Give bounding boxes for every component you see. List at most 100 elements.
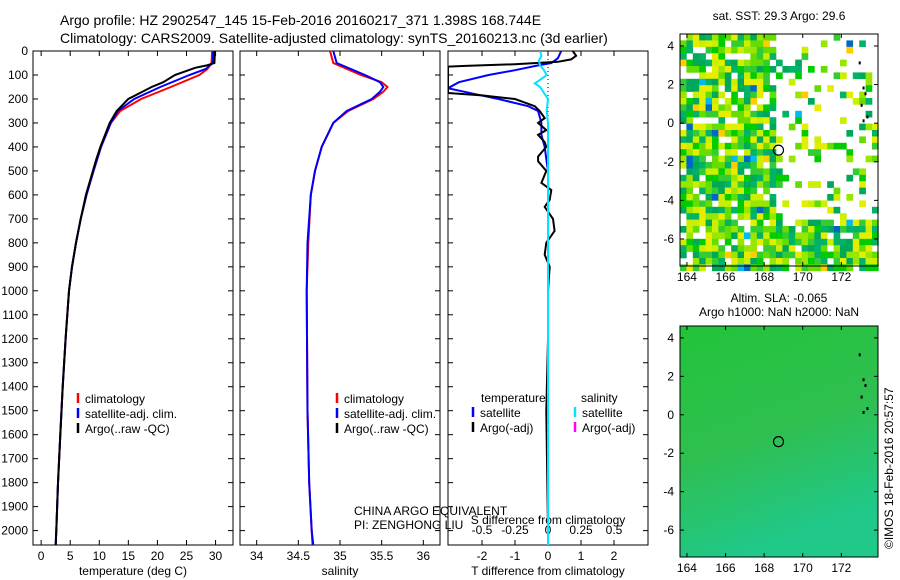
sst-cell bbox=[724, 98, 732, 105]
sst-cell bbox=[692, 181, 700, 188]
sst-cell bbox=[692, 213, 700, 220]
sst-cell bbox=[718, 110, 726, 118]
sst-cell bbox=[737, 136, 745, 144]
sst-cell bbox=[705, 72, 713, 80]
sst-cell bbox=[769, 104, 777, 112]
sst-cell bbox=[692, 245, 700, 252]
sst-cell bbox=[814, 226, 822, 233]
sst-cell bbox=[686, 130, 694, 137]
sst-cell bbox=[724, 78, 732, 86]
sst-cell bbox=[731, 251, 738, 259]
sst-cell bbox=[731, 136, 738, 144]
sst-cell bbox=[737, 117, 745, 124]
sst-cell bbox=[699, 219, 706, 227]
sst-cell bbox=[737, 142, 745, 150]
x-tick-label: 30 bbox=[209, 549, 223, 563]
sst-cell bbox=[731, 110, 738, 118]
sst-cell bbox=[705, 34, 713, 41]
sst-cell bbox=[750, 168, 758, 176]
sst-cell bbox=[827, 142, 834, 150]
y-tick-label: 0 bbox=[667, 408, 674, 422]
credit-line-2: PI: ZENGHONG LIU bbox=[354, 518, 463, 532]
sst-cell bbox=[750, 85, 758, 92]
x-tick-label: 172 bbox=[831, 561, 851, 575]
sst-cell bbox=[769, 130, 777, 137]
y-tick-label: 2 bbox=[667, 78, 674, 92]
sst-cell bbox=[795, 258, 802, 265]
sst-cell bbox=[718, 245, 726, 252]
sst-cell bbox=[750, 46, 758, 54]
sst-cell bbox=[712, 155, 719, 163]
sst-cell bbox=[782, 226, 790, 233]
sst-cell bbox=[859, 72, 866, 80]
island-mark bbox=[860, 395, 863, 399]
sst-cell bbox=[872, 206, 879, 214]
x-tick-label: 0 bbox=[545, 549, 552, 563]
sst-cell bbox=[699, 142, 706, 150]
sst-cell bbox=[724, 238, 732, 246]
sst-cell bbox=[737, 226, 745, 233]
sst-cell bbox=[827, 226, 834, 233]
salinity-panel: 34 34.5 35 35.5 36 salinity climatologysatelli… bbox=[239, 50, 441, 578]
sst-cell bbox=[750, 226, 758, 233]
sst-cell bbox=[788, 226, 796, 233]
y-tick-label: 700 bbox=[8, 212, 28, 226]
sst-cell bbox=[872, 155, 879, 163]
sst-cell bbox=[808, 98, 815, 105]
sst-cell bbox=[763, 110, 770, 118]
sst-cell bbox=[724, 72, 732, 80]
sst-cell bbox=[686, 78, 694, 86]
sst-cell bbox=[756, 162, 764, 169]
sst-cell bbox=[744, 59, 751, 67]
sst-cell bbox=[827, 219, 834, 227]
sst-cell bbox=[680, 98, 687, 105]
sst-cell bbox=[852, 258, 860, 265]
sst-cell bbox=[680, 130, 687, 137]
sst-cell bbox=[744, 149, 751, 156]
y-tick-label: 0 bbox=[667, 116, 674, 130]
sst-cell bbox=[814, 258, 822, 265]
sst-cell bbox=[680, 40, 687, 48]
sst-cell bbox=[718, 117, 726, 124]
sst-cell bbox=[718, 194, 726, 201]
map-subtitle: Argo h1000: NaN h2000: NaN bbox=[699, 305, 859, 319]
sst-cell bbox=[718, 46, 726, 54]
sst-cell bbox=[756, 149, 764, 156]
sst-cell bbox=[763, 174, 770, 182]
y-tick-label: -2 bbox=[663, 446, 674, 460]
sst-cell bbox=[705, 226, 713, 233]
sst-cell bbox=[750, 155, 758, 163]
sst-cell bbox=[712, 98, 719, 105]
sst-cell bbox=[808, 226, 815, 233]
sst-cell bbox=[705, 200, 713, 208]
sst-cell bbox=[744, 206, 751, 214]
sst-cell bbox=[724, 187, 732, 195]
sst-cell bbox=[750, 232, 758, 240]
sst-cell bbox=[712, 264, 719, 272]
sst-cell bbox=[699, 264, 706, 272]
sst-cell bbox=[769, 219, 777, 227]
sst-cell bbox=[801, 53, 809, 60]
sst-cell bbox=[718, 104, 726, 112]
sst-cell bbox=[756, 136, 764, 144]
sst-cell bbox=[699, 187, 706, 195]
sst-cell bbox=[712, 130, 719, 137]
sst-cell bbox=[699, 53, 706, 60]
sst-cell bbox=[756, 226, 764, 233]
sst-cell bbox=[763, 85, 770, 92]
sst-cell bbox=[750, 181, 758, 188]
sst-cell bbox=[724, 206, 732, 214]
sst-cell bbox=[705, 219, 713, 227]
legend-header-salinity: salinity bbox=[581, 391, 618, 405]
sst-cell bbox=[731, 168, 738, 176]
sst-cell bbox=[686, 206, 694, 214]
sst-cell bbox=[763, 149, 770, 156]
sst-cell bbox=[731, 162, 738, 169]
legend-label: satellite bbox=[480, 406, 521, 420]
sst-cell bbox=[756, 155, 764, 163]
sst-cell bbox=[692, 174, 700, 182]
sst-cell bbox=[865, 219, 873, 227]
sst-cell bbox=[724, 200, 732, 208]
map-axes-box bbox=[679, 33, 879, 267]
sst-cell bbox=[737, 251, 745, 259]
